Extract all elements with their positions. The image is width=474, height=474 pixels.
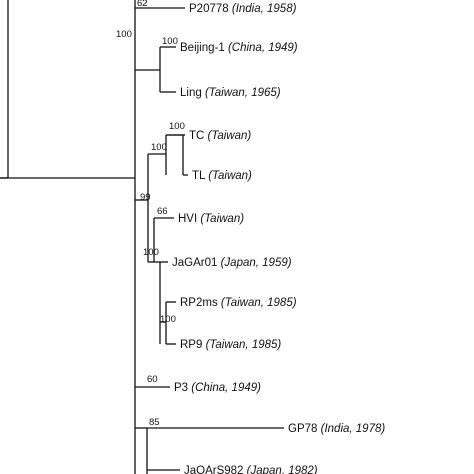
bootstrap-p20778-clade: 100 — [116, 29, 132, 40]
taxon-name: GP78 — [288, 423, 317, 435]
taxon-name: RP2ms — [180, 297, 218, 309]
taxon-label-beijing-1: Beijing-1 (China, 1949) — [180, 42, 298, 54]
bootstrap-beijing-ling: 100 — [162, 36, 178, 47]
taxon-meta: (Taiwan) — [208, 130, 252, 142]
taxon-label-gp78: GP78 (India, 1978) — [288, 423, 385, 435]
taxon-label-p20778: P20778 (India, 1958) — [189, 3, 297, 15]
bootstrap-tc-tl-outer: 100 — [151, 142, 167, 153]
taxon-meta: (India, 1978) — [321, 423, 386, 435]
bootstrap-genotype-clade: 99 — [140, 192, 151, 203]
taxon-name: P20778 — [189, 3, 229, 15]
taxon-name: TC — [189, 130, 204, 142]
bootstrap-hvi-jagar: 100 — [143, 247, 159, 258]
taxon-name: P3 — [174, 382, 188, 394]
taxon-meta: (China, 1949) — [228, 42, 298, 54]
taxon-label-rp2ms: RP2ms (Taiwan, 1985) — [180, 297, 297, 309]
bootstrap-p3-node: 60 — [147, 374, 158, 385]
taxon-meta: (China, 1949) — [191, 382, 261, 394]
taxon-name: JaGAr01 — [172, 257, 217, 269]
taxon-name: HVI — [178, 213, 197, 225]
taxon-label-ling: Ling (Taiwan, 1965) — [180, 87, 281, 99]
taxon-label-tl: TL (Taiwan) — [192, 170, 252, 182]
taxon-meta: (Taiwan, 1965) — [205, 87, 281, 99]
taxon-name: Beijing-1 — [180, 42, 225, 54]
bootstrap-top-partial: 62 — [137, 0, 148, 9]
taxon-meta: (Taiwan, 1985) — [206, 339, 282, 351]
taxon-meta: (Taiwan) — [200, 213, 244, 225]
taxon-label-tc: TC (Taiwan) — [189, 130, 251, 142]
taxon-name: TL — [192, 170, 206, 182]
taxon-meta: (Japan, 1982) — [247, 465, 318, 474]
taxon-label-jagar01: JaGAr01 (Japan, 1959) — [172, 257, 292, 269]
taxon-meta: (Taiwan) — [208, 170, 252, 182]
taxon-label-p3: P3 (China, 1949) — [174, 382, 261, 394]
bootstrap-gp78-node: 85 — [149, 417, 160, 428]
bootstrap-rp-group: 100 — [160, 314, 176, 325]
taxon-label-rp9: RP9 (Taiwan, 1985) — [180, 339, 281, 351]
bootstrap-hvi-group: 66 — [157, 206, 168, 217]
taxon-name: JaOArS982 — [184, 465, 243, 474]
taxon-label-jaoars982: JaOArS982 (Japan, 1982) — [184, 465, 318, 474]
taxon-name: RP9 — [180, 339, 202, 351]
taxon-meta: (Japan, 1959) — [221, 257, 292, 269]
taxon-label-hvi: HVI (Taiwan) — [178, 213, 244, 225]
taxon-name: Ling — [180, 87, 202, 99]
taxon-meta: (India, 1958) — [232, 3, 297, 15]
taxon-meta: (Taiwan, 1985) — [221, 297, 297, 309]
bootstrap-tc-tl-inner: 100 — [169, 121, 185, 132]
